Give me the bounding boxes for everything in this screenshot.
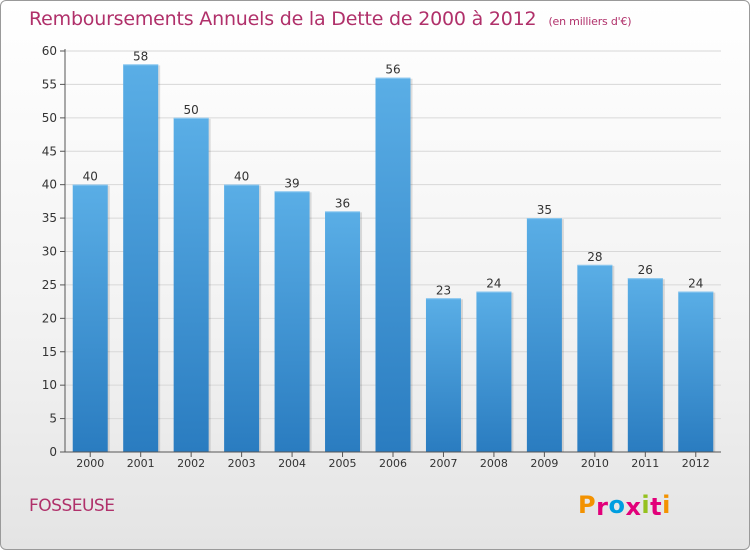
bar-2010[interactable] [577, 264, 613, 452]
x-tick-label: 2011 [631, 457, 659, 470]
bar-2004[interactable] [274, 191, 310, 452]
chart-title: Remboursements Annuels de la Dette de 20… [29, 8, 632, 30]
x-tick-label: 2009 [530, 457, 558, 470]
x-tick-label: 2004 [278, 457, 306, 470]
y-tick-label: 20 [42, 311, 57, 325]
y-tick-label: 25 [42, 278, 57, 292]
proxiti-logo[interactable]: Proxiti [578, 491, 671, 521]
bar-2006[interactable] [375, 77, 411, 452]
x-tick-label: 2008 [480, 457, 508, 470]
logo-letter: P [578, 491, 597, 519]
x-tick-label: 2003 [228, 457, 256, 470]
x-tick-label: 2007 [429, 457, 457, 470]
bar-2000[interactable] [72, 184, 108, 452]
bar-2002[interactable] [173, 117, 209, 452]
bar-2005[interactable] [325, 211, 361, 452]
chart-subtitle: (en milliers d'€) [548, 15, 632, 28]
data-label: 39 [284, 176, 299, 190]
y-tick-label: 0 [49, 445, 57, 459]
data-label: 40 [83, 170, 98, 184]
data-label: 26 [638, 263, 653, 277]
bar-2008[interactable] [476, 291, 512, 452]
logo-letter: t [650, 493, 663, 521]
bar-2009[interactable] [526, 218, 562, 452]
logo-letter: i [662, 491, 671, 519]
data-label: 28 [587, 250, 602, 264]
logo-letter: x [625, 493, 642, 521]
data-label: 24 [486, 277, 501, 291]
y-tick-label: 35 [42, 211, 57, 225]
x-tick-label: 2005 [329, 457, 357, 470]
bar-2007[interactable] [425, 298, 461, 452]
data-label: 24 [688, 277, 703, 291]
x-tick-label: 2006 [379, 457, 407, 470]
x-tick-label: 2012 [682, 457, 710, 470]
data-label: 35 [537, 203, 552, 217]
labels-layer: 40 2000 58 2001 50 2002 40 2003 39 2004 36 2005 56 20… [76, 49, 710, 470]
data-label: 50 [184, 103, 199, 117]
title-text: Remboursements Annuels de la Dette de 20… [29, 8, 537, 30]
logo-letter: o [608, 491, 626, 519]
data-label: 56 [385, 63, 400, 77]
data-label: 36 [335, 196, 350, 210]
bar-2012[interactable] [678, 291, 714, 452]
y-tick-label: 55 [42, 77, 57, 91]
y-tick-label: 30 [42, 245, 57, 259]
x-tick-label: 2002 [177, 457, 205, 470]
y-tick-label: 5 [49, 412, 57, 426]
logo-letter: i [641, 491, 651, 519]
x-tick-label: 2000 [76, 457, 104, 470]
bar-2003[interactable] [224, 184, 260, 452]
y-tick-label: 60 [42, 44, 57, 58]
bars-layer [72, 64, 716, 452]
logo-letter: r [596, 493, 609, 521]
y-tick-label: 10 [42, 378, 57, 392]
y-tick-label: 40 [42, 178, 57, 192]
data-label: 40 [234, 170, 249, 184]
axis-layer: 0 5 10 15 20 25 30 35 40 45 50 55 60 [42, 44, 721, 459]
y-tick-label: 15 [42, 345, 57, 359]
commune-name: FOSSEUSE [29, 496, 115, 516]
data-label: 58 [133, 49, 148, 63]
data-label: 23 [436, 283, 451, 297]
x-tick-label: 2001 [127, 457, 155, 470]
bar-2001[interactable] [123, 64, 159, 452]
y-tick-label: 45 [42, 144, 57, 158]
y-tick-label: 50 [42, 111, 57, 125]
x-tick-label: 2010 [581, 457, 609, 470]
bar-2011[interactable] [627, 278, 663, 452]
